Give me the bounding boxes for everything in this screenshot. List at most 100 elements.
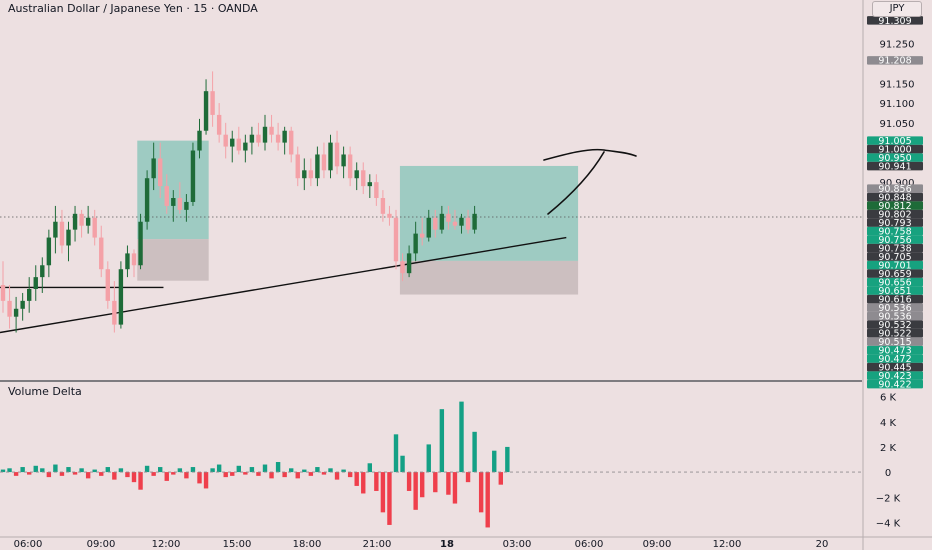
candle[interactable] (243, 134, 248, 163)
candle[interactable] (433, 209, 438, 238)
delta-bar[interactable] (33, 465, 38, 473)
candle[interactable] (40, 257, 45, 293)
delta-bar[interactable] (302, 469, 307, 473)
delta-bar[interactable] (144, 465, 150, 473)
candle[interactable] (33, 265, 38, 301)
delta-bar[interactable] (282, 472, 287, 478)
delta-bar[interactable] (433, 472, 438, 493)
delta-bar[interactable] (361, 472, 366, 494)
position-2-stop-zone[interactable] (399, 260, 579, 295)
candle[interactable] (118, 261, 124, 329)
candle[interactable] (236, 126, 241, 155)
delta-bar[interactable] (492, 450, 497, 473)
candle[interactable] (105, 261, 110, 309)
delta-bar[interactable] (72, 472, 78, 475)
candle[interactable] (79, 209, 84, 238)
candle[interactable] (328, 134, 333, 179)
delta-bar[interactable] (308, 472, 314, 476)
delta-bar[interactable] (256, 472, 261, 476)
candle[interactable] (112, 281, 117, 333)
delta-bar[interactable] (341, 469, 346, 473)
delta-bar[interactable] (289, 468, 294, 473)
candle[interactable] (177, 182, 183, 214)
delta-bar[interactable] (105, 467, 110, 473)
candle[interactable] (380, 190, 386, 222)
candle[interactable] (59, 209, 65, 254)
delta-bar[interactable] (216, 464, 222, 473)
candle[interactable] (216, 103, 222, 143)
delta-bar[interactable] (125, 472, 130, 478)
candle[interactable] (72, 205, 78, 242)
delta-bar[interactable] (46, 472, 52, 478)
delta-bar[interactable] (99, 472, 104, 476)
candle[interactable] (400, 253, 405, 282)
candle[interactable] (99, 225, 104, 278)
delta-bar[interactable] (459, 401, 464, 473)
candle[interactable] (413, 221, 418, 262)
delta-bar[interactable] (321, 472, 327, 475)
delta-bar[interactable] (112, 472, 117, 480)
delta-bar[interactable] (7, 468, 12, 473)
candle[interactable] (249, 126, 255, 155)
candle[interactable] (321, 142, 327, 179)
delta-bar[interactable] (230, 472, 235, 476)
candle[interactable] (393, 209, 399, 270)
candle[interactable] (282, 126, 287, 155)
delta-bar[interactable] (393, 434, 399, 473)
delta-bar[interactable] (85, 472, 91, 479)
candle[interactable] (387, 205, 392, 226)
delta-bar[interactable] (190, 467, 196, 473)
candle[interactable] (27, 277, 32, 313)
delta-bar[interactable] (472, 431, 477, 473)
delta-bar[interactable] (158, 467, 163, 473)
candle[interactable] (131, 249, 137, 278)
delta-bar[interactable] (184, 472, 189, 479)
delta-bar[interactable] (0, 469, 6, 473)
delta-bar[interactable] (210, 468, 215, 473)
delta-bar[interactable] (505, 446, 510, 473)
delta-bar[interactable] (478, 472, 484, 513)
candle[interactable] (13, 296, 19, 333)
candle[interactable] (203, 79, 209, 135)
candle[interactable] (125, 245, 130, 278)
delta-bar[interactable] (203, 472, 209, 489)
delta-bar[interactable] (53, 464, 58, 473)
candle[interactable] (85, 205, 91, 234)
candle[interactable] (92, 209, 97, 246)
candle[interactable] (171, 190, 176, 222)
delta-bar[interactable] (40, 468, 45, 473)
delta-bar[interactable] (20, 467, 25, 473)
candle[interactable] (197, 118, 202, 159)
candle[interactable] (256, 122, 261, 147)
candle[interactable] (446, 205, 451, 230)
delta-bar[interactable] (315, 467, 320, 473)
candle[interactable] (308, 158, 314, 187)
delta-bar[interactable] (295, 472, 300, 479)
candle[interactable] (184, 194, 189, 222)
candle[interactable] (230, 130, 235, 163)
candle[interactable] (315, 146, 320, 187)
candle[interactable] (302, 158, 307, 191)
delta-bar[interactable] (164, 472, 169, 481)
delta-bar[interactable] (223, 472, 228, 478)
candle[interactable] (334, 130, 340, 175)
delta-bar[interactable] (275, 462, 281, 473)
candle[interactable] (0, 261, 6, 313)
delta-bar[interactable] (420, 472, 425, 498)
delta-bar[interactable] (485, 472, 490, 528)
delta-bar[interactable] (406, 472, 412, 491)
candle[interactable] (53, 205, 58, 254)
candle[interactable] (144, 170, 150, 230)
delta-bar[interactable] (151, 472, 156, 476)
candle[interactable] (210, 71, 215, 127)
delta-bar[interactable] (236, 465, 241, 473)
delta-bar[interactable] (439, 409, 445, 473)
candle[interactable] (7, 285, 12, 329)
delta-bar[interactable] (452, 472, 458, 504)
delta-bar[interactable] (347, 472, 353, 478)
delta-bar[interactable] (387, 472, 392, 525)
delta-bar[interactable] (262, 464, 268, 473)
trend-line[interactable] (0, 236, 567, 334)
position-1-stop-zone[interactable] (137, 239, 209, 281)
delta-bar[interactable] (380, 472, 386, 513)
